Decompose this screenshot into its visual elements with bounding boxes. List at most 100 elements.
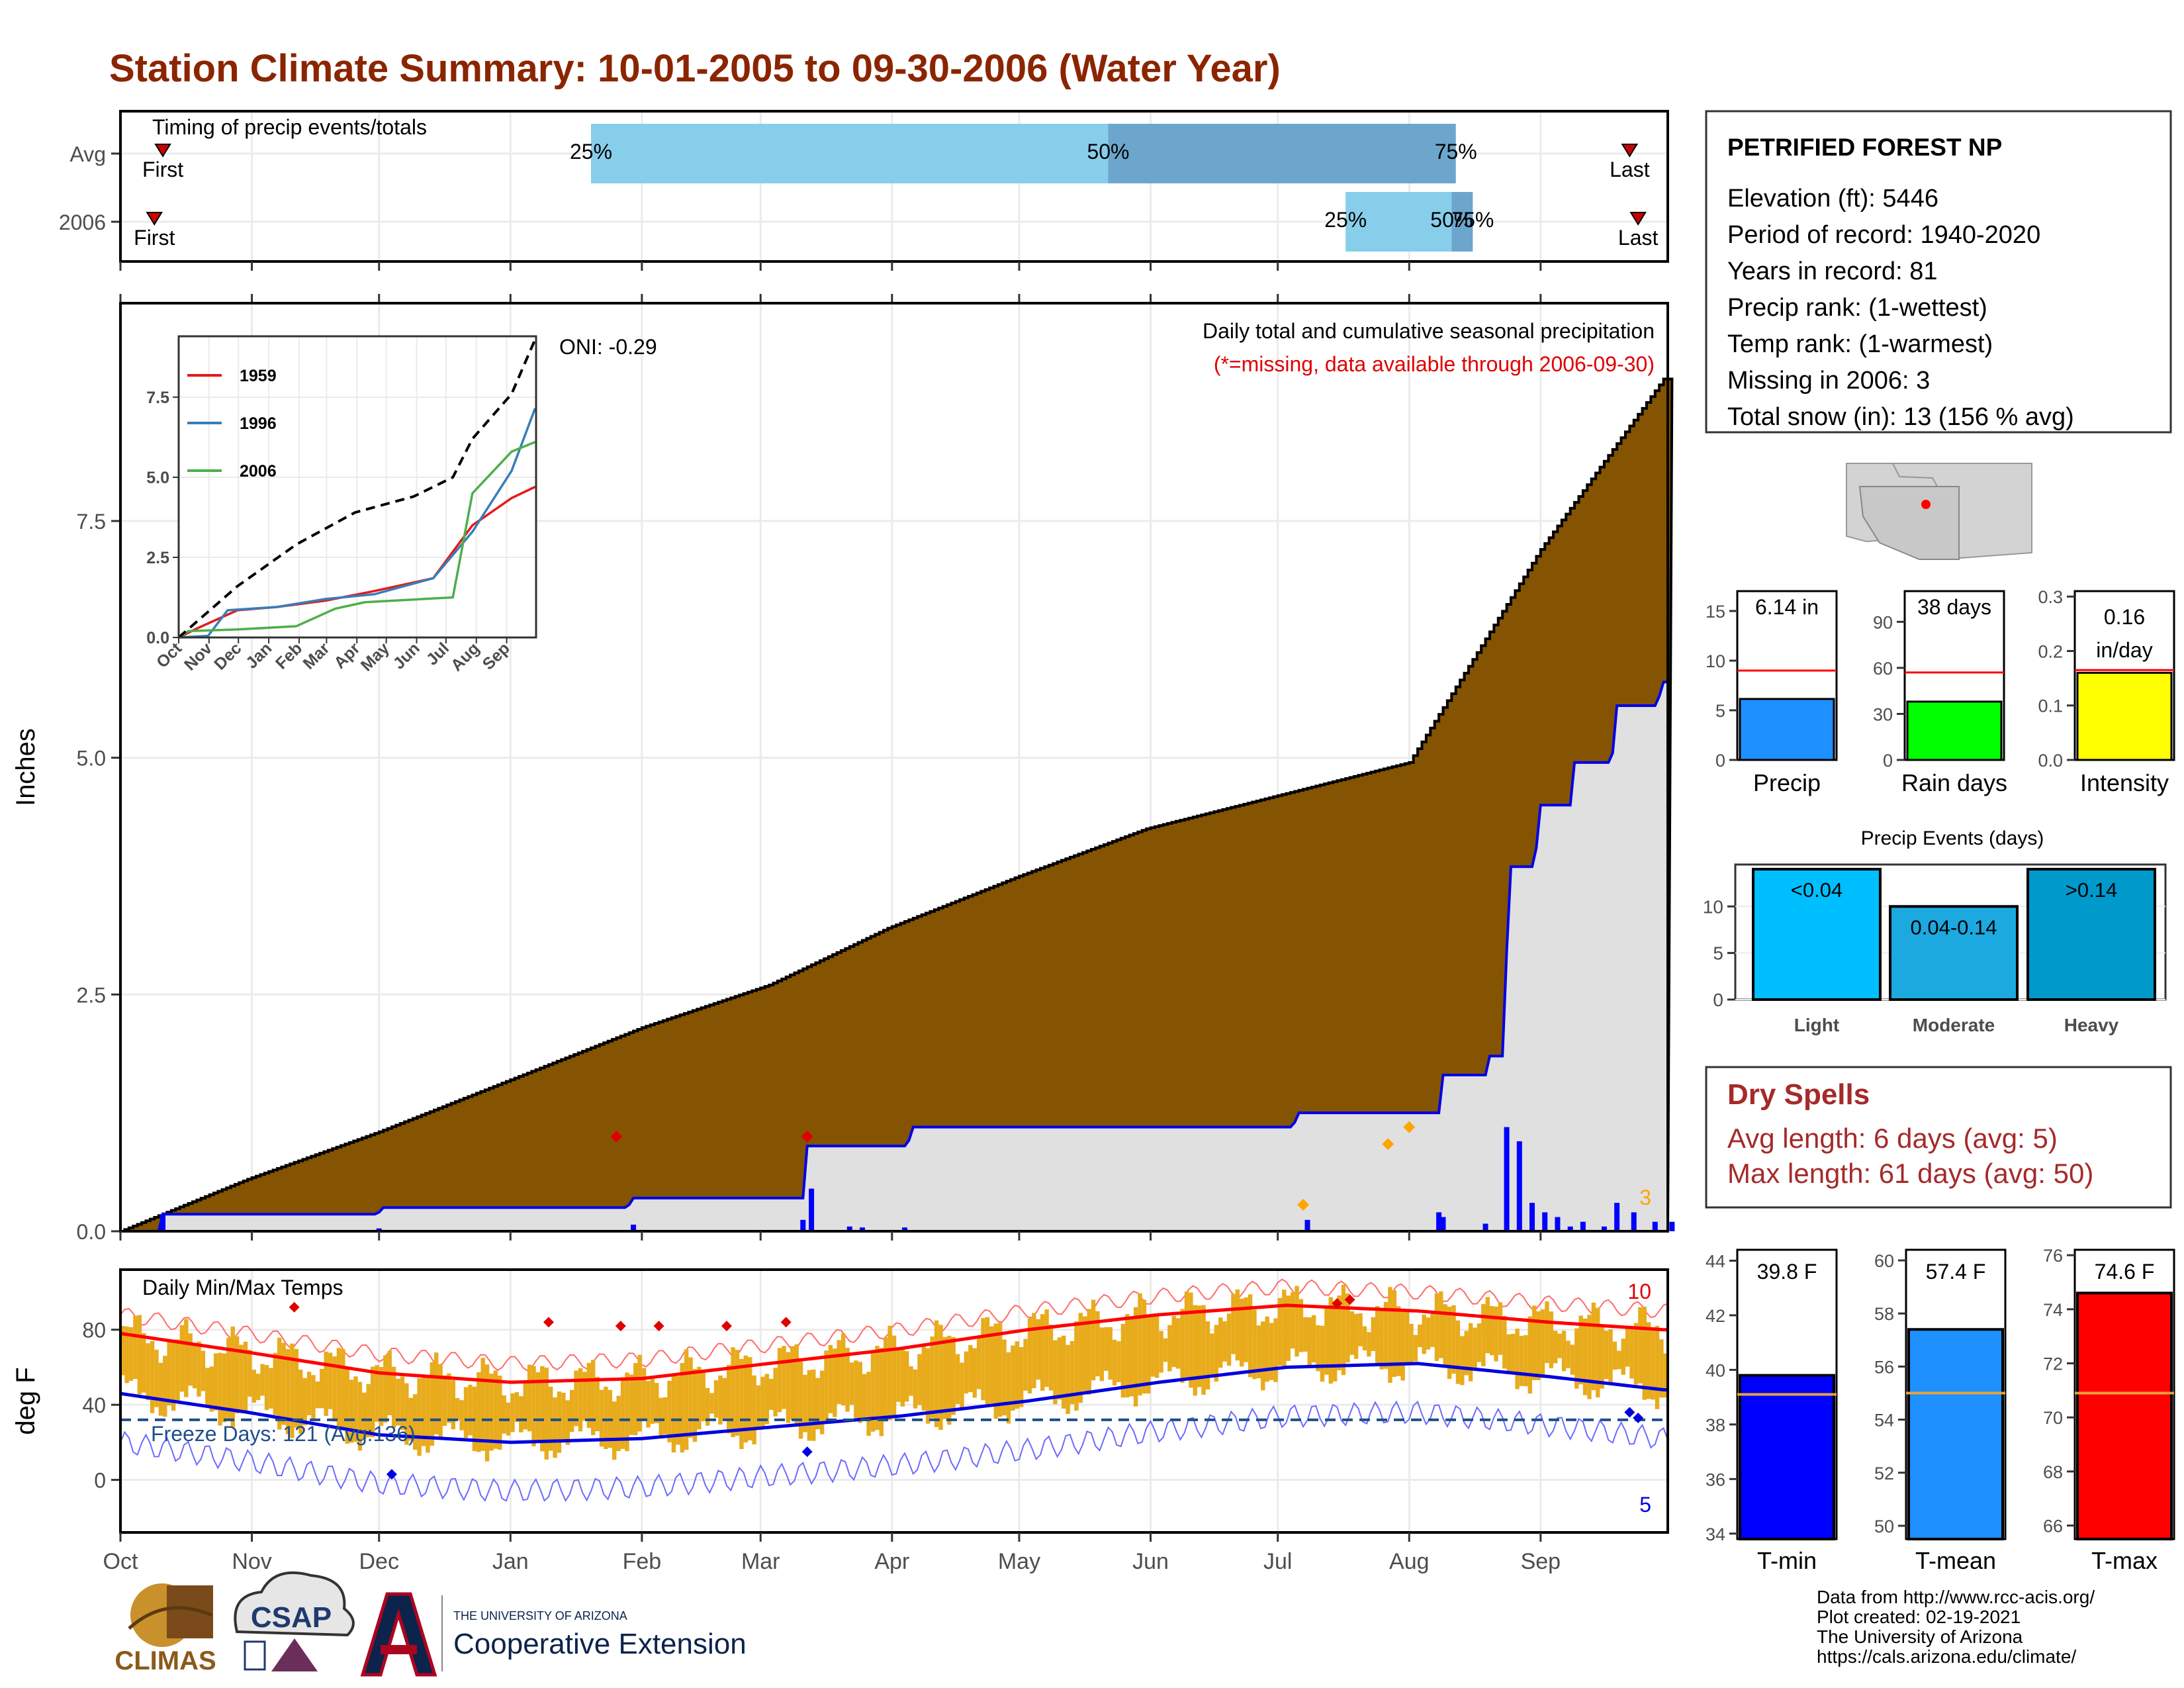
daily-temp-bar [1027,1318,1032,1393]
daily-temp-bar [1566,1340,1570,1368]
daily-temp-bar [1617,1350,1621,1370]
chart-title: Station Climate Summary: 10-01-2005 to 0… [109,47,1281,90]
daily-temp-bar [142,1333,146,1393]
daily-temp-bar [620,1377,625,1449]
temp-y-tick-label: 36 [1706,1470,1725,1489]
record-low-line [120,1400,1668,1503]
daily-temp-bar [527,1364,532,1432]
daily-temp-bar [336,1348,341,1429]
credit-line: https://cals.arizona.edu/climate/ [1817,1646,2076,1667]
daily-temp-bar [269,1368,273,1409]
daily-temp-bar [1545,1301,1549,1364]
daily-temp-bar [179,1325,185,1392]
daily-temp-bar [646,1381,651,1428]
daily-temp-bar [1578,1315,1583,1385]
daily-temp-bar [1328,1297,1333,1384]
daily-temp-bar [1231,1293,1236,1354]
record-low-marker [1633,1413,1644,1424]
daily-temp-bar [120,1326,125,1376]
ua-logo-small-text: THE UNIVERSITY OF ARIZONA [453,1609,627,1622]
avg-min-line [120,1362,1668,1444]
daily-temp-bar [1112,1339,1117,1386]
daily-temp-bar [362,1392,367,1439]
daily-temp-bar [803,1374,807,1432]
month-tick-label: Oct [103,1549,138,1574]
daily-precip-bar [1436,1212,1442,1231]
last-label: Last [1610,158,1650,181]
daily-precip-bar [1555,1217,1561,1231]
csap-logo-rain [244,1640,266,1671]
logos: CLIMAS CSAP THE UNIVERSITY OF ARIZONA Coope… [114,1571,747,1677]
daily-temp-bar [273,1352,278,1415]
daily-temp-bar [671,1375,676,1453]
daily-temp-bar [1561,1331,1567,1372]
timing-pct-label: 50% [1087,140,1129,164]
record-high-marker [780,1317,792,1328]
y-tick-label: 0 [94,1469,106,1493]
daily-temp-bar [306,1372,312,1415]
record-marker [1403,1121,1416,1133]
daily-temp-bar [523,1382,527,1430]
daily-temp-bar [248,1350,252,1397]
timing-bar-50-75 [1108,124,1456,183]
daily-temp-bar [782,1346,786,1409]
daily-temp-bar [1612,1341,1617,1370]
daily-temp-bar [896,1350,901,1402]
daily-temp-bar [1574,1328,1579,1389]
daily-temp-bar [434,1352,439,1434]
daily-temp-bar [294,1348,299,1428]
month-tick-label: Dec [359,1549,398,1574]
daily-temp-bar [764,1374,770,1425]
daily-temp-bar [798,1361,803,1439]
precip-frame [119,302,1669,1233]
event-bar-label: 0.04-0.14 [1911,915,1997,939]
daily-precip-bar [1482,1223,1488,1231]
daily-temp-bar [332,1356,337,1422]
daily-temp-bar [909,1366,913,1396]
daily-temp-bar [251,1370,256,1403]
daily-temp-bar [790,1346,795,1420]
daily-temp-bar [1295,1286,1299,1357]
daily-temp-bar [604,1386,608,1450]
daily-temp-bar [277,1337,282,1430]
daily-temp-bar [1235,1289,1240,1361]
daily-temp-bar [858,1362,862,1423]
temp-value-label: 39.8 F [1757,1260,1817,1284]
daily-temp-bar [1400,1309,1405,1381]
daily-temp-bar [290,1343,295,1438]
daily-temp-bar [972,1348,977,1398]
daily-temp-bar [400,1376,405,1430]
daily-temp-bar [837,1340,841,1404]
daily-temp-bar [375,1365,379,1422]
daily-temp-bar [684,1349,689,1450]
daily-temp-bar [637,1354,642,1432]
temp-category-label: T-max [2091,1547,2158,1574]
first-marker [146,212,163,226]
credit-line: Plot created: 02-19-2021 [1817,1607,2021,1627]
daily-temp-bar [845,1348,850,1412]
daily-temp-bar [1604,1331,1609,1380]
daily-temp-bar [1167,1325,1172,1372]
daily-temp-bar [426,1376,430,1453]
daily-temp-bar [875,1346,880,1430]
daily-temp-bar [493,1370,498,1449]
daily-temp-bar [1557,1333,1562,1358]
daily-temp-bar [1502,1315,1507,1369]
daily-temp-bar [883,1337,888,1422]
timing-pct-label: 50% [1430,208,1473,232]
daily-temp-bar [1189,1292,1193,1388]
event-bar-label: >0.14 [2066,878,2117,902]
daily-temp-bar [1524,1335,1528,1387]
daily-temp-bar [976,1337,981,1389]
temp-y-tick-label: 54 [1874,1411,1894,1430]
daily-temp-bar [535,1372,541,1443]
daily-temp-bar [1383,1301,1388,1369]
daily-temp-bar [1116,1341,1121,1382]
daily-temp-bar [1582,1318,1588,1395]
daily-precip-bar [1631,1212,1637,1231]
daily-temp-bar [519,1396,523,1432]
daily-temp-bar [680,1363,684,1453]
daily-temp-bar [692,1369,698,1442]
credits: Data from http://www.rcc-acis.org/Plot c… [1817,1587,2095,1667]
daily-temp-bar [595,1376,600,1432]
